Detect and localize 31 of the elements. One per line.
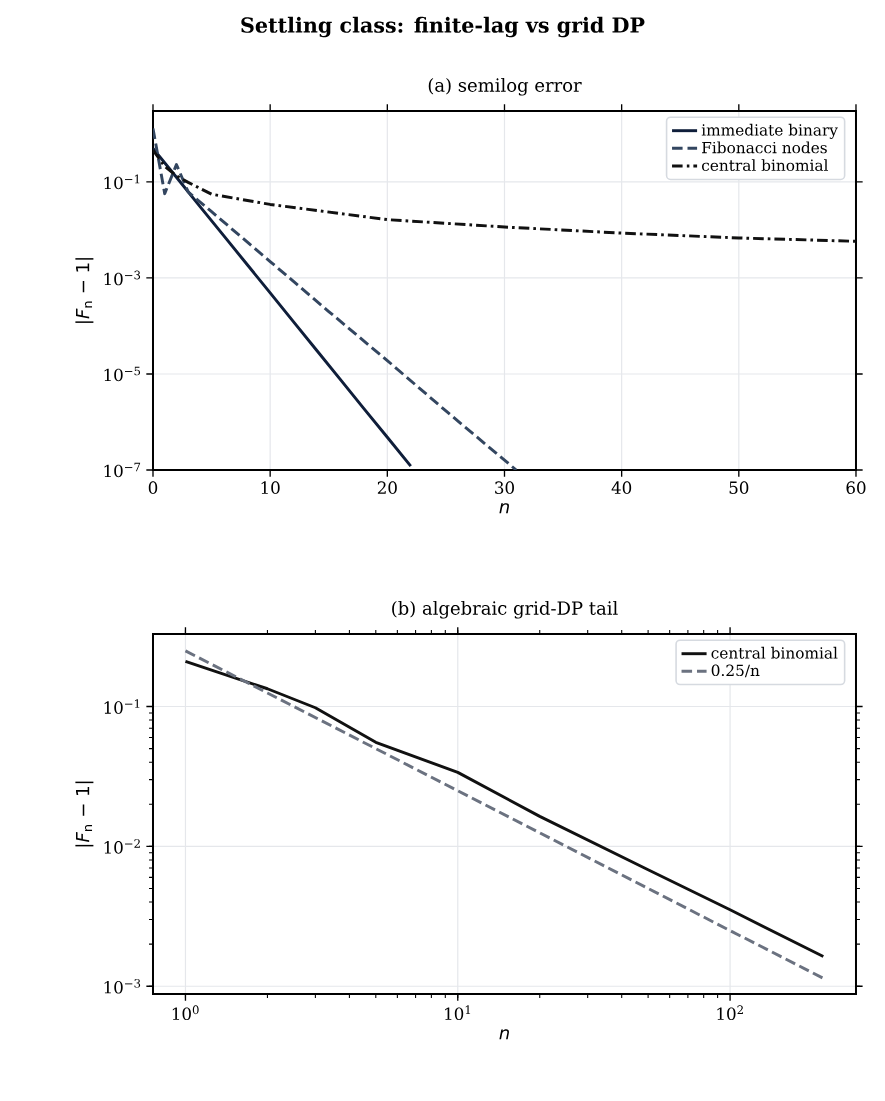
legend-label: central binomial bbox=[711, 646, 838, 659]
x-tick-label: 30 bbox=[495, 481, 514, 494]
legend-label: immediate binary bbox=[701, 123, 838, 139]
y-tick-label: 10$^{−3}$ bbox=[104, 270, 141, 286]
x-tick-label: 10$^{1}$ bbox=[445, 1005, 471, 1021]
y-tick-label: 10$^{−1}$ bbox=[104, 699, 140, 714]
x-tick-label: 40 bbox=[611, 481, 632, 494]
x-tick-label: 0 bbox=[148, 481, 158, 494]
x-axis-title: n bbox=[499, 1029, 509, 1040]
y-tick-label: 10$^{−5}$ bbox=[104, 366, 141, 382]
x-tick-label: 60 bbox=[846, 481, 866, 494]
x-tick-label: 10$^{2}$ bbox=[717, 1005, 743, 1021]
line-series bbox=[153, 146, 413, 468]
y-axis-title: |F$_{n}$ − 1| bbox=[75, 781, 94, 847]
y-tick-label: 10$^{−7}$ bbox=[104, 462, 141, 478]
chart-title: Settling class: finite-lag vs grid DP bbox=[241, 16, 645, 38]
y-axis-title: |F$_{n}$ − 1| bbox=[75, 258, 94, 323]
x-tick-label: 50 bbox=[729, 481, 749, 494]
y-tick-label: 10$^{−2}$ bbox=[104, 839, 140, 854]
x-tick-label: 10$^{0}$ bbox=[172, 1005, 199, 1021]
chart-subtitle: (a) semilog error bbox=[428, 77, 582, 96]
x-axis-title: n bbox=[499, 503, 509, 514]
line-series bbox=[153, 126, 518, 470]
legend-label: 0.25/n bbox=[711, 664, 760, 678]
y-tick-label: 10$^{−3}$ bbox=[104, 978, 141, 994]
x-tick-label: 20 bbox=[377, 481, 397, 494]
legend-label: Fibonacci nodes bbox=[702, 141, 827, 154]
chart-title: (b) algebraic grid-DP tail bbox=[392, 600, 618, 619]
legend-label: central binomial bbox=[701, 159, 829, 172]
x-tick-label: 10 bbox=[261, 481, 280, 494]
y-tick-label: 10$^{−1}$ bbox=[104, 174, 140, 190]
